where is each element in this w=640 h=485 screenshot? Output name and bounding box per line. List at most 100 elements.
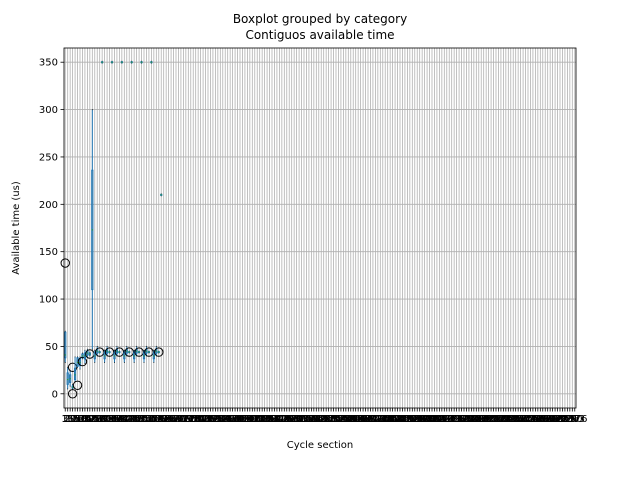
x-tick-label: 2230 (459, 414, 484, 425)
x-tick-label: 2672 (542, 414, 567, 425)
x-tick-label: 280 (93, 414, 112, 425)
x-tick-label: 1073 (240, 414, 265, 425)
x-tick-label: 592 (152, 414, 171, 425)
outlier-point (124, 347, 134, 357)
x-tick-label: 657 (164, 414, 183, 425)
x-tick-label: 319 (100, 414, 119, 425)
x-tick-label: 1710 (360, 414, 385, 425)
box-group-228 (91, 109, 94, 350)
x-tick-label: 1866 (390, 414, 415, 425)
x-tick-label: 2607 (530, 414, 555, 425)
x-tick-label: 670 (166, 414, 185, 425)
y-tick-label: 300 (39, 105, 58, 116)
x-tick-label: 761 (184, 414, 203, 425)
box-group-16 (66, 366, 69, 390)
x-tick-label: 2126 (439, 414, 464, 425)
x-tick-label: 1021 (230, 414, 255, 425)
x-tick-label: 2776 (562, 414, 587, 425)
x-tick-label: 1632 (345, 414, 370, 425)
outlier-point (77, 356, 88, 367)
x-tick-label: 787 (189, 414, 208, 425)
x-tick-label: 813 (194, 414, 213, 425)
x-tick-label: 982 (226, 414, 245, 425)
x-tick-label: 2399 (491, 414, 516, 425)
x-tick-label: 2113 (437, 414, 462, 425)
x-tick-label: 1268 (277, 414, 302, 425)
x-tick-label: 332 (102, 414, 121, 425)
x-tick-label: 2373 (486, 414, 511, 425)
box-group-579 (154, 347, 164, 357)
x-tick-label: 527 (139, 414, 158, 425)
box-group-280 (101, 60, 104, 64)
x-tick-label: 2477 (505, 414, 530, 425)
x-tick-label: 1879 (392, 414, 417, 425)
x-tick-label: 722 (176, 414, 195, 425)
x-tick-label: 163 (70, 414, 89, 425)
x-tick-label: 1346 (291, 414, 316, 425)
x-tick-label: 1996 (414, 414, 439, 425)
x-tick-label: 267 (90, 414, 109, 425)
box-group-592 (160, 193, 163, 197)
outlier-point (67, 389, 78, 399)
iqr-box (64, 331, 67, 359)
x-tick-label: 2633 (535, 414, 560, 425)
x-tick-label: 1957 (407, 414, 432, 425)
x-tick-label: 514 (137, 414, 156, 425)
x-tick-label: 1125 (249, 414, 274, 425)
x-tick-label: 1138 (252, 414, 277, 425)
x-tick-label: 2724 (552, 414, 577, 425)
x-tick-label: 2009 (417, 414, 442, 425)
x-tick-label: 2152 (444, 414, 469, 425)
x-tick-label: 1255 (274, 414, 299, 425)
box-group-423 (124, 347, 134, 357)
x-tick-label: 2646 (537, 414, 562, 425)
x-tick-label: 2490 (508, 414, 533, 425)
box-group-241 (93, 349, 96, 364)
x-tick-label: 2750 (557, 414, 582, 425)
x-tick-label: 241 (85, 414, 104, 425)
x-tick-label: 358 (107, 414, 126, 425)
box-group-267 (94, 347, 105, 357)
x-tick-label: 2360 (483, 414, 508, 425)
x-tick-label: 1853 (387, 414, 412, 425)
x-tick-label: 2100 (434, 414, 459, 425)
x-tick-label: 2074 (429, 414, 454, 425)
x-tick-label: 16 (61, 414, 74, 425)
outlier-point (94, 347, 105, 357)
x-tick-label: 462 (127, 414, 146, 425)
x-tick-label: 2256 (464, 414, 489, 425)
x-tick-label: 2620 (533, 414, 558, 425)
x-tick-label: 1684 (355, 414, 380, 425)
x-tick-label: 1801 (377, 414, 402, 425)
x-tick-label: 423 (120, 414, 139, 425)
x-tick-label: 1775 (373, 414, 398, 425)
x-tick-label: 852 (201, 414, 220, 425)
x-tick-label: 384 (112, 414, 131, 425)
box-group-397 (123, 349, 126, 364)
y-tick-label: 50 (45, 342, 58, 353)
x-tick-label: 683 (169, 414, 188, 425)
x-tick-label: 176 (73, 414, 92, 425)
x-tick-label: 2295 (471, 414, 496, 425)
x-tick-label: 2659 (540, 414, 565, 425)
outlier-point (104, 347, 115, 357)
x-tick-label: 878 (206, 414, 225, 425)
x-tick-label: 1008 (227, 414, 252, 425)
x-tick-label: 2321 (476, 414, 501, 425)
x-tick-label: 735 (179, 414, 198, 425)
x-tick-label: 1892 (395, 414, 420, 425)
box-group-475 (134, 347, 144, 357)
x-tick-label: 1437 (309, 414, 334, 425)
y-tick-label: 0 (52, 389, 58, 400)
chart-suptitle: Boxplot grouped by category (233, 12, 407, 26)
x-tick-label: 202 (78, 414, 97, 425)
x-tick-label: 1905 (397, 414, 422, 425)
x-tick-label: 1177 (259, 414, 284, 425)
box-group-319 (104, 347, 115, 357)
y-axis-label: Available time (us) (11, 181, 22, 275)
x-tick-label: 2061 (427, 414, 452, 425)
iqr-box (73, 367, 77, 381)
x-tick-label: 1112 (247, 414, 272, 425)
x-tick-label: 2048 (424, 414, 449, 425)
x-tick-label: 1372 (296, 414, 321, 425)
